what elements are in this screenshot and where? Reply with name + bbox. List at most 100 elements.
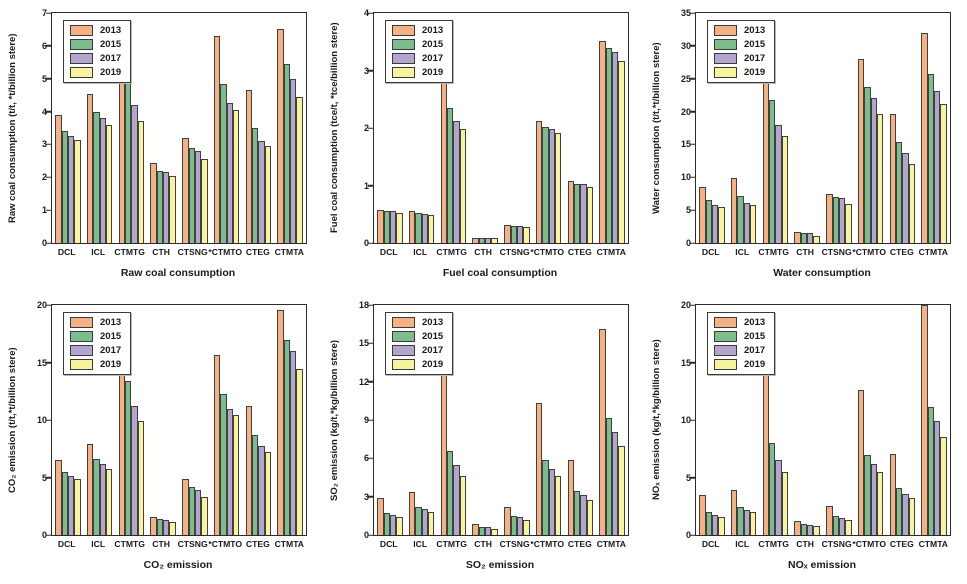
chart-panel-raw-coal-consumption: Raw coal consumption (t/t, *t/billion st… [0, 0, 322, 292]
x-tick-labels: DCL ICL CTMTG CTH CTSNG *CTMTO CTEG CTMTA [373, 247, 627, 257]
bar-2019-CTMTG [137, 421, 145, 535]
bar-2019-CTSNG [845, 520, 852, 535]
legend-item-2013: 2013 [392, 25, 443, 36]
legend-swatch [714, 67, 737, 78]
bar-2017-DCL [389, 515, 397, 535]
x-tick-label: CTMTG [758, 539, 789, 549]
bar-2017-CTSNG [194, 151, 202, 243]
x-tick-label: CTEG [245, 247, 270, 257]
bar-2019-*CTMTO [554, 476, 562, 535]
x-tick-label: CTSNG [499, 247, 530, 257]
bar-2015-DCL [705, 199, 712, 243]
x-tick-label: ICL [413, 247, 428, 257]
legend-label: 2017 [100, 345, 122, 356]
x-tick-label: CTMTG [436, 247, 467, 257]
bar-2019-CTEG [586, 499, 594, 535]
legend-swatch [714, 359, 737, 370]
bar-2017-CTSNG [516, 517, 524, 535]
y-tick-mark [368, 534, 373, 536]
y-tick-label: 3 [41, 139, 47, 150]
y-tick-mark [690, 361, 695, 364]
legend: 2013 2015 2017 2019 [707, 312, 776, 375]
y-tick-mark [368, 184, 373, 187]
x-tick-label: DCL [57, 247, 76, 257]
x-tick-label: CTEG [889, 247, 914, 257]
legend-swatch [714, 345, 737, 356]
legend-label: 2015 [100, 39, 122, 50]
bar-2013-CTH [150, 516, 157, 535]
bar-2013-*CTMTO [535, 121, 543, 243]
bar-2019-CTMTG [781, 135, 789, 243]
x-tick-label: *CTMTO [530, 247, 565, 257]
legend-label: 2019 [744, 359, 766, 370]
bar-2013-ICL [86, 93, 94, 243]
bar-2017-CTH [807, 233, 814, 243]
legend-swatch [392, 345, 415, 356]
y-tick-mark [46, 242, 51, 244]
bar-2013-CTH [472, 524, 479, 535]
y-tick-label: 0 [41, 530, 47, 540]
bar-2019-*CTMTO [554, 132, 562, 243]
bar-2015-CTMTA [283, 63, 291, 243]
legend-swatch [714, 39, 737, 50]
bar-2019-ICL [749, 204, 757, 243]
x-tick-label: CTMTA [274, 247, 305, 257]
bar-2017-DCL [711, 204, 719, 243]
x-tick-label: *CTMTO [852, 247, 887, 257]
bar-2013-CTEG [245, 405, 253, 535]
bar-2017-*CTMTO [226, 103, 233, 243]
x-tick-label: DCL [57, 539, 76, 549]
x-tick-label: ICL [413, 539, 428, 549]
legend-item-2013: 2013 [70, 317, 121, 328]
legend: 2013 2015 2017 2019 [63, 20, 132, 83]
bar-2019-CTSNG [845, 203, 852, 243]
x-tick-label: CTMTG [114, 539, 145, 549]
y-tick-mark [46, 534, 51, 536]
legend-label: 2013 [422, 317, 444, 328]
bar-2019-CTMTG [459, 129, 467, 243]
x-tick-label: CTH [796, 247, 814, 257]
bar-2019-CTMTA [296, 96, 303, 243]
y-tick-label: 3 [363, 65, 369, 76]
bar-2017-ICL [99, 463, 106, 535]
legend-item-2015: 2015 [70, 331, 121, 342]
bar-2015-CTMTG [769, 443, 776, 535]
bar-2019-CTEG [264, 146, 272, 243]
bar-2013-DCL [377, 209, 384, 243]
bar-2017-CTH [485, 527, 492, 535]
bar-2019-ICL [105, 468, 113, 535]
bar-2017-CTMTG [453, 465, 460, 535]
legend-swatch [392, 25, 415, 36]
bar-2015-CTSNG [188, 147, 195, 243]
bar-2015-CTMTG [447, 450, 454, 535]
bar-2019-CTMTA [940, 437, 947, 535]
bar-2015-CTSNG [510, 515, 517, 535]
bar-2015-ICL [415, 506, 422, 535]
legend-label: 2013 [744, 25, 766, 36]
y-tick-mark [368, 69, 373, 72]
chart-panel-nox-emission: NOₓ emission (kg/t,*kg/billion stere) 20… [644, 292, 966, 584]
y-tick-mark [46, 110, 51, 113]
legend-item-2015: 2015 [392, 39, 443, 50]
bar-2015-ICL [737, 195, 744, 243]
legend-item-2019: 2019 [392, 359, 443, 370]
x-tick-label: CTEG [567, 247, 592, 257]
x-tick-label: CTSNG [821, 539, 852, 549]
x-tick-label: CTEG [567, 539, 592, 549]
x-tick-label: ICL [91, 247, 106, 257]
x-axis-title: CO₂ emission [143, 559, 213, 571]
bar-2019-DCL [718, 206, 725, 243]
x-tick-label: ICL [91, 539, 106, 549]
bar-2019-CTMTG [137, 121, 145, 243]
bar-2013-CTSNG [504, 506, 511, 535]
legend-label: 2019 [100, 67, 122, 78]
x-tick-label: CTSNG [499, 539, 530, 549]
bar-2017-CTMTG [453, 121, 460, 243]
x-tick-label: *CTMTO [208, 247, 243, 257]
legend-item-2013: 2013 [70, 25, 121, 36]
y-tick-mark [690, 110, 695, 113]
bar-2017-ICL [421, 509, 428, 535]
y-tick-mark [368, 380, 373, 383]
y-tick-mark [690, 242, 695, 244]
bar-2013-CTSNG [826, 193, 833, 243]
